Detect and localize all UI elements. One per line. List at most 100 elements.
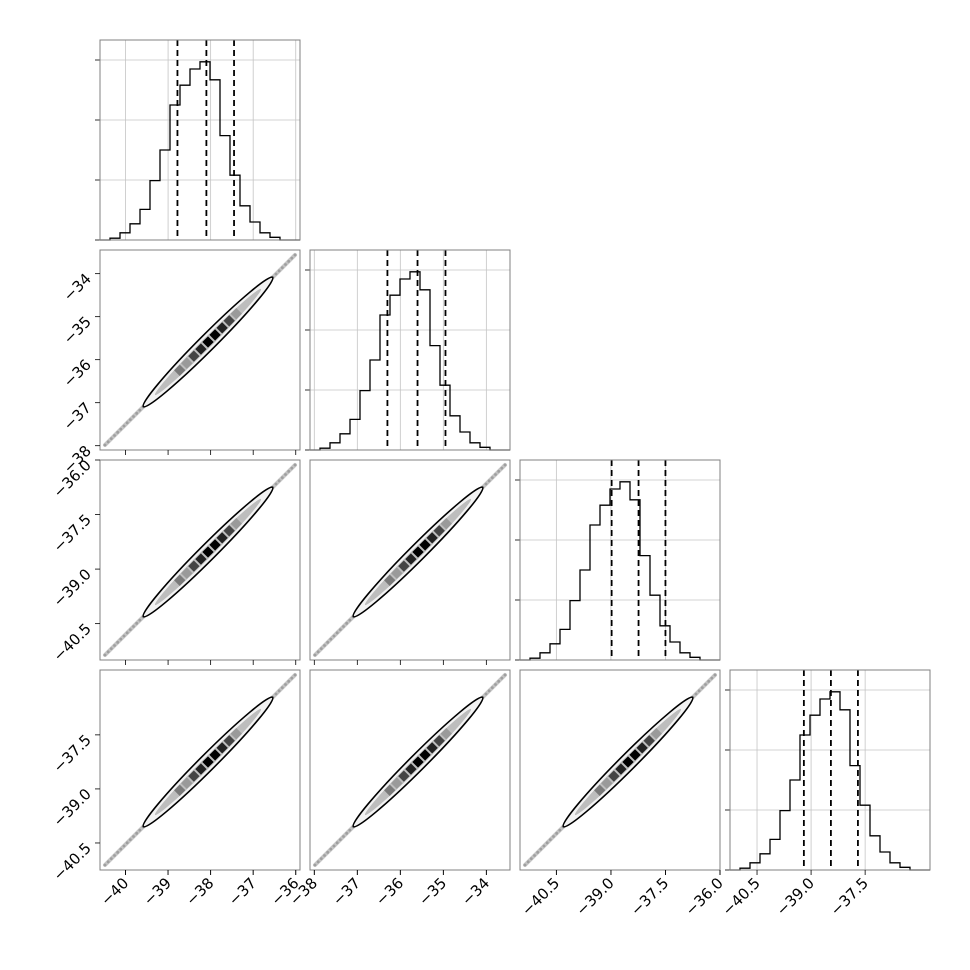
sample-point (552, 835, 555, 838)
sample-point (103, 863, 107, 867)
sample-point (138, 618, 142, 622)
density-block (230, 728, 242, 740)
sample-point (106, 650, 110, 654)
density-block (629, 749, 641, 761)
sample-point (287, 679, 291, 683)
sample-point (319, 857, 323, 861)
sample-point (533, 854, 536, 857)
x-tick-label: −40.5 (719, 874, 764, 919)
sample-point (125, 631, 129, 635)
panel-frame (99, 669, 301, 871)
y-tick-label: −35 (60, 313, 95, 348)
density-block (433, 525, 445, 537)
sample-point (700, 686, 704, 690)
sample-point (122, 844, 126, 848)
density-block (216, 742, 228, 754)
density-block (181, 777, 193, 789)
sample-point (109, 857, 113, 861)
sample-point (280, 686, 284, 690)
sample-point (490, 476, 494, 480)
density-block (216, 322, 228, 334)
sample-point (103, 443, 107, 447)
sample-point (326, 640, 330, 644)
sample-point (128, 838, 132, 842)
sample-point (287, 259, 291, 263)
sample-point (135, 831, 139, 835)
sample-point (290, 676, 294, 680)
sample-point (274, 482, 278, 486)
density-block (195, 763, 207, 775)
panel-frame (99, 39, 301, 241)
sample-point (109, 647, 113, 651)
sample-point (348, 618, 352, 622)
histogram-steps (520, 481, 720, 661)
sample-point (313, 653, 317, 657)
sample-point (707, 679, 711, 683)
sample-point (284, 683, 287, 686)
sample-point (329, 637, 333, 641)
density-block (398, 560, 410, 572)
x-tick-label: −40.5 (518, 874, 563, 919)
y-tick-label: −37.5 (50, 511, 95, 556)
sample-point (503, 673, 507, 677)
sample-point (558, 828, 562, 832)
density-block (594, 784, 606, 796)
density-block (188, 560, 200, 572)
density-block (398, 770, 410, 782)
histogram-panel-3 (515, 459, 721, 661)
density-block (601, 777, 613, 789)
x-tick-label: −37 (329, 874, 364, 909)
sample-point (274, 272, 278, 276)
sample-point (536, 850, 540, 854)
density-block (391, 567, 403, 579)
sample-point (500, 466, 504, 470)
sample-point (529, 857, 533, 861)
density-block (440, 518, 452, 530)
sample-point (122, 634, 126, 638)
sample-point (335, 631, 339, 635)
density-block (391, 777, 403, 789)
sample-point (487, 479, 491, 483)
y-tick-label: −39.0 (50, 785, 95, 830)
panel-frame (519, 669, 721, 871)
sample-point (116, 430, 120, 434)
sample-point (335, 841, 339, 845)
sample-point (487, 689, 491, 693)
sample-point (280, 476, 284, 480)
sample-point (542, 844, 546, 848)
x-tick-label: −37.5 (827, 874, 872, 919)
sample-point (484, 482, 488, 486)
histogram-steps (730, 691, 930, 871)
sample-point (694, 692, 698, 696)
density-block (195, 343, 207, 355)
sample-point (290, 256, 294, 260)
sample-point (113, 434, 116, 437)
density-block (174, 364, 186, 376)
x-tick-label: −40 (97, 874, 132, 909)
sample-point (497, 679, 501, 683)
sample-point (277, 479, 281, 483)
sample-point (138, 408, 142, 412)
x-tick-label: −37 (225, 874, 260, 909)
density-block (643, 735, 655, 747)
scatter-panel-3-1 (95, 459, 301, 665)
sample-point (545, 841, 549, 845)
sample-point (125, 421, 129, 425)
scatter-panel-4-2 (309, 669, 511, 875)
density-block (608, 770, 620, 782)
density-block (636, 742, 648, 754)
sample-point (494, 473, 497, 476)
density-block (188, 350, 200, 362)
sample-point (128, 628, 132, 632)
sample-point (526, 860, 530, 864)
sample-point (113, 854, 116, 857)
panel-frame (99, 459, 301, 661)
density-block (615, 763, 627, 775)
sample-point (342, 835, 345, 838)
sample-point (284, 473, 287, 476)
sample-point (338, 838, 342, 842)
sample-point (313, 863, 317, 867)
density-block (195, 553, 207, 565)
sample-point (697, 689, 701, 693)
sample-point (132, 835, 135, 838)
